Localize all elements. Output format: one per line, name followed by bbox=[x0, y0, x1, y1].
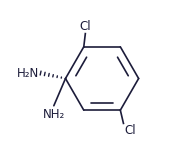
Text: H₂N: H₂N bbox=[17, 67, 39, 80]
Text: Cl: Cl bbox=[80, 20, 91, 33]
Text: Cl: Cl bbox=[124, 124, 136, 137]
Text: NH₂: NH₂ bbox=[43, 108, 65, 121]
